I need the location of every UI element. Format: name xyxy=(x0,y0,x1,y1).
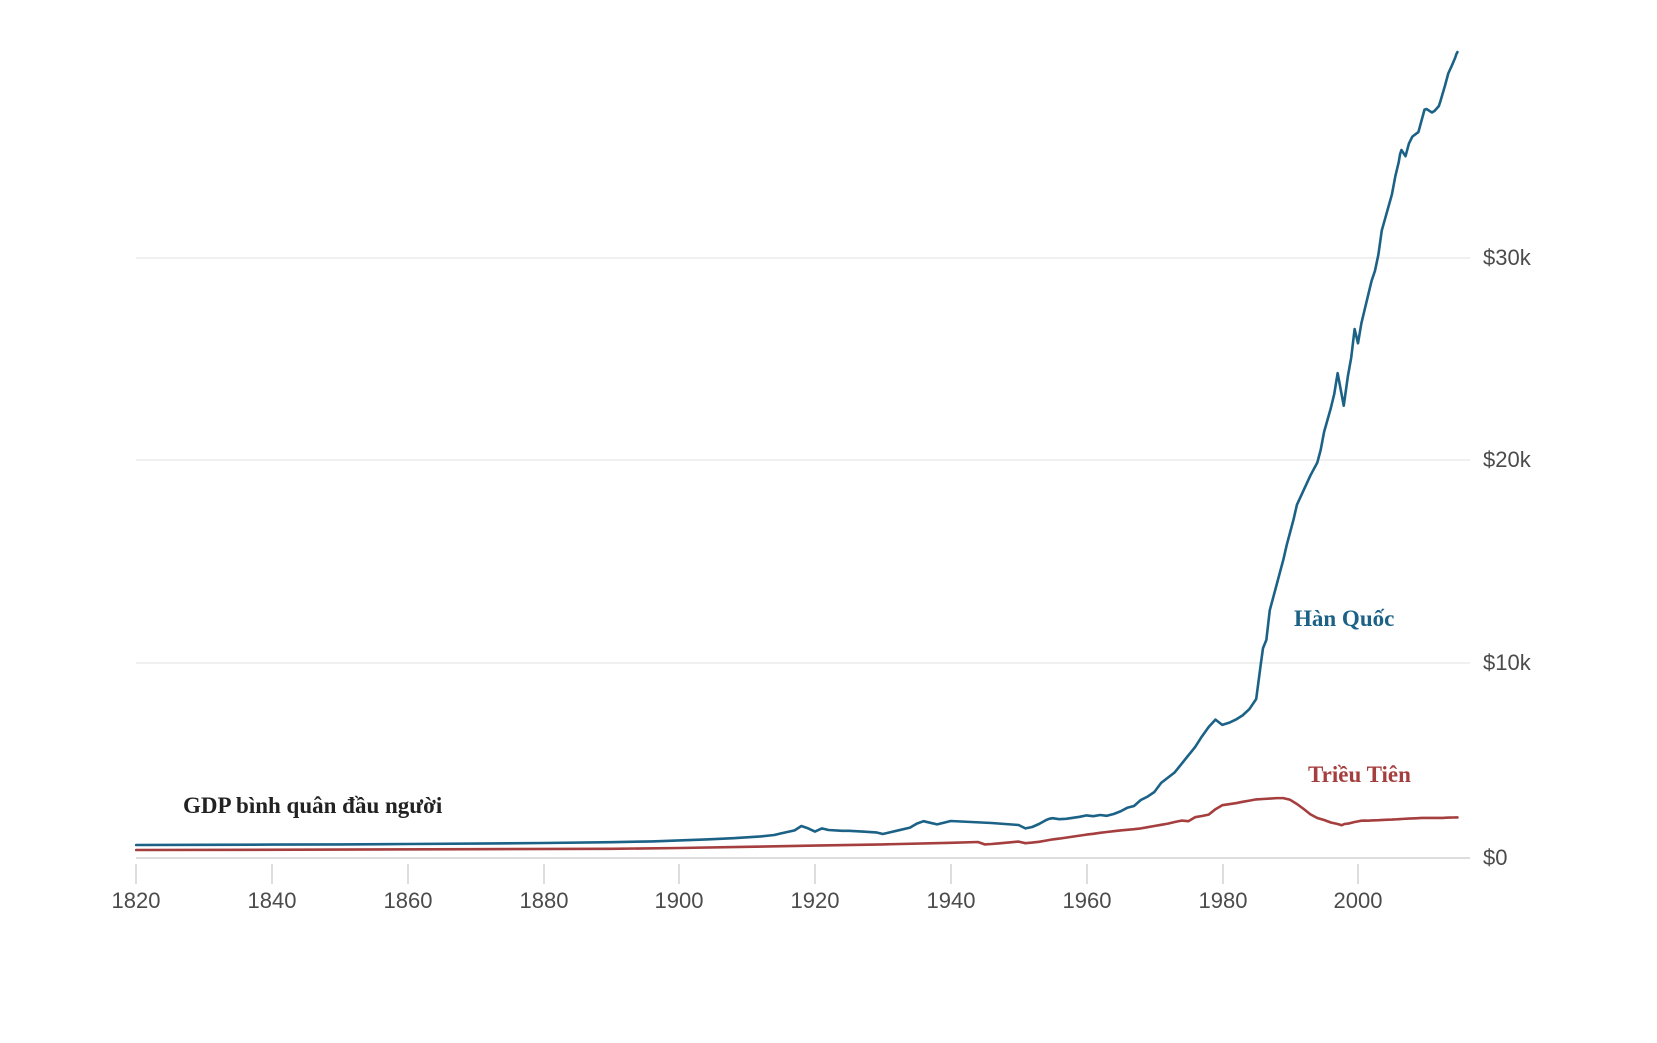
svg-text:1880: 1880 xyxy=(520,888,569,913)
svg-text:Triều Tiên: Triều Tiên xyxy=(1308,762,1411,787)
svg-text:1840: 1840 xyxy=(248,888,297,913)
svg-text:$10k: $10k xyxy=(1483,650,1532,675)
svg-text:1820: 1820 xyxy=(112,888,161,913)
svg-text:1980: 1980 xyxy=(1199,888,1248,913)
svg-text:$30k: $30k xyxy=(1483,245,1532,270)
svg-text:1920: 1920 xyxy=(791,888,840,913)
svg-text:1900: 1900 xyxy=(655,888,704,913)
svg-text:$20k: $20k xyxy=(1483,447,1532,472)
svg-text:1960: 1960 xyxy=(1063,888,1112,913)
svg-text:1940: 1940 xyxy=(927,888,976,913)
svg-text:Hàn Quốc: Hàn Quốc xyxy=(1294,606,1394,631)
svg-text:1860: 1860 xyxy=(384,888,433,913)
svg-text:2000: 2000 xyxy=(1334,888,1383,913)
svg-text:$0: $0 xyxy=(1483,845,1507,870)
